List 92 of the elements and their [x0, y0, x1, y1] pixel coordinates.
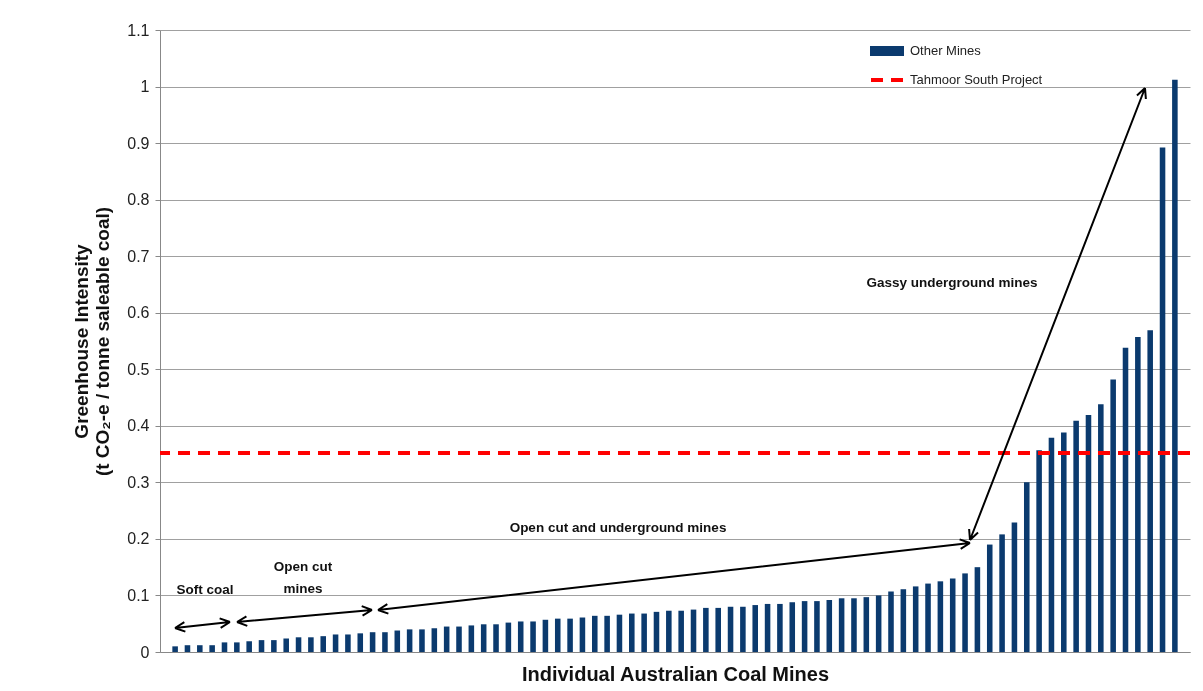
- bar: [937, 581, 944, 652]
- bar: [851, 598, 857, 652]
- annotation: Open cut mines: [273, 559, 333, 596]
- bar: [629, 613, 635, 652]
- bar: [962, 573, 968, 652]
- bar: [369, 632, 376, 652]
- bar: [703, 607, 709, 652]
- bar: [777, 603, 783, 652]
- y-tick-label: 0.2: [127, 530, 150, 548]
- bar: [530, 621, 536, 652]
- annotation: Soft coal: [176, 582, 234, 597]
- bar: [641, 613, 647, 652]
- bar: [209, 645, 215, 652]
- x-axis-title: Individual Australian Coal Mines: [521, 662, 830, 685]
- bar: [419, 629, 425, 652]
- bar: [900, 589, 907, 652]
- bar: [295, 637, 302, 652]
- bar: [246, 641, 252, 652]
- bar: [320, 636, 327, 652]
- bar: [480, 624, 487, 652]
- bar: [666, 610, 672, 652]
- bar: [715, 607, 721, 652]
- bar: [1172, 79, 1178, 652]
- y-axis-title: Greenhouse Intensity (t CO₂-e / tonne saleable coal): [71, 206, 114, 477]
- y-tick-label: 0.4: [127, 417, 150, 435]
- bar: [283, 638, 289, 652]
- bar: [308, 637, 314, 652]
- bar: [801, 601, 808, 652]
- y-tick-label: 1.1: [127, 21, 150, 39]
- bar: [406, 629, 413, 652]
- y-tick-label: 0.3: [127, 473, 150, 491]
- bar: [888, 591, 894, 652]
- bar: [1011, 522, 1018, 652]
- y-tick-label: 1: [140, 78, 150, 96]
- bar: [345, 634, 351, 652]
- bar: [271, 640, 277, 652]
- bar: [1098, 404, 1104, 652]
- bar: [1061, 432, 1067, 652]
- bar: [1073, 420, 1079, 652]
- bar: [999, 534, 1005, 652]
- bar: [382, 632, 388, 652]
- bar: [493, 624, 499, 652]
- y-tick-label: 0.1: [127, 586, 150, 604]
- bar: [234, 642, 240, 652]
- bar: [925, 583, 931, 652]
- bar: [357, 633, 364, 652]
- bar: [468, 625, 475, 652]
- bar: [517, 621, 524, 652]
- bar: [197, 645, 203, 652]
- bar: [986, 544, 993, 652]
- bar: [974, 567, 981, 652]
- bar: [875, 595, 882, 652]
- bar: [456, 626, 462, 652]
- bar: [1147, 330, 1153, 652]
- bar: [1036, 450, 1042, 652]
- legend-label: Tahmoor South Project: [910, 72, 1043, 87]
- bar: [678, 610, 684, 652]
- bar: [1110, 379, 1116, 652]
- y-tick-label: 0: [140, 643, 150, 661]
- bar: [1023, 482, 1030, 652]
- bar: [764, 603, 771, 652]
- bar: [221, 642, 228, 652]
- bar: [789, 602, 796, 652]
- bar: [838, 598, 845, 652]
- y-tick-label: 0.7: [127, 247, 150, 265]
- bar: [826, 599, 833, 652]
- y-tick-label: 0.6: [127, 304, 150, 322]
- bar: [1048, 437, 1055, 652]
- bar: [567, 618, 573, 652]
- bar: [592, 615, 598, 652]
- bar: [184, 645, 191, 652]
- bar: [653, 611, 660, 652]
- bar: [258, 640, 265, 652]
- bar: [949, 578, 956, 652]
- y-tick-label: 0.9: [127, 134, 150, 152]
- y-tick-label: 0.8: [127, 191, 150, 209]
- bar: [332, 634, 339, 652]
- bar: [863, 597, 870, 652]
- bar: [431, 628, 438, 652]
- bar: [912, 586, 919, 652]
- bar: [814, 601, 820, 652]
- legend-label: Other Mines: [910, 43, 981, 58]
- bar: [604, 615, 610, 652]
- bar: [752, 605, 758, 652]
- bar: [1135, 337, 1141, 652]
- annotation: Gassy underground mines: [866, 275, 1038, 290]
- annotation: Open cut and underground mines: [509, 520, 727, 535]
- bar: [554, 618, 561, 652]
- bar: [727, 606, 734, 652]
- bar: [172, 646, 178, 652]
- y-tick-label: 0.5: [127, 360, 150, 378]
- bar: [740, 606, 746, 652]
